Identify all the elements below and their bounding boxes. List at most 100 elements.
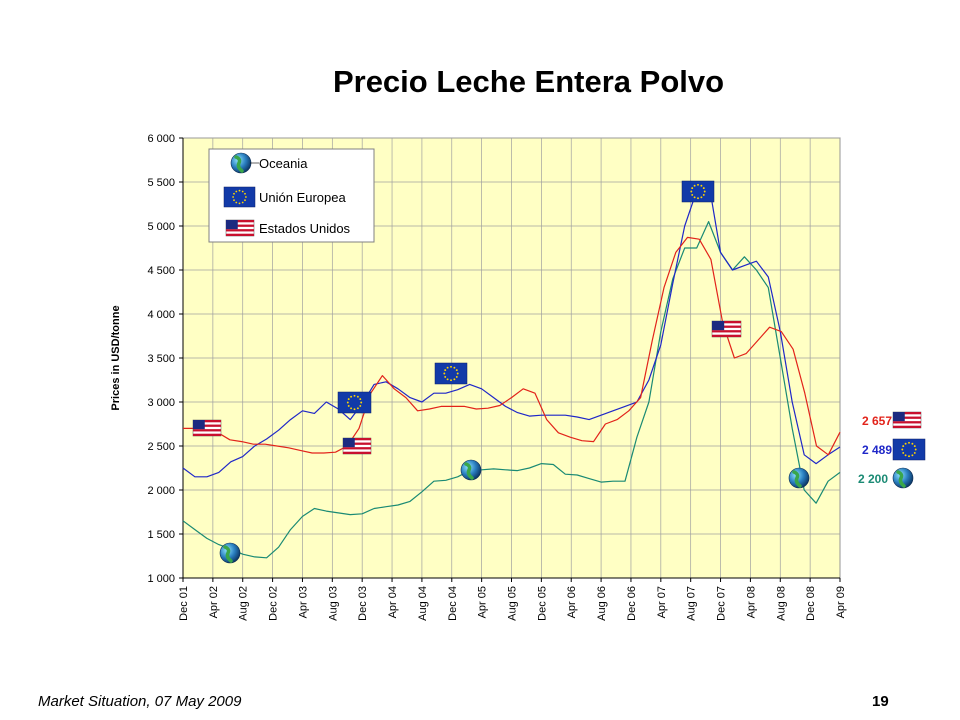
x-tick-label: Apr 05	[477, 586, 489, 618]
eu-star	[700, 184, 703, 187]
globe-land	[234, 155, 244, 173]
eu-flag-field	[337, 391, 372, 414]
eu-star	[453, 366, 456, 369]
page-number: 19	[872, 693, 889, 710]
x-tick-label: Apr 04	[387, 586, 399, 618]
eu-flag-field	[223, 186, 256, 208]
eu-star	[350, 395, 353, 398]
eu-star	[350, 407, 353, 410]
y-axis-label: Prices in USD/tonne	[110, 305, 122, 410]
us-flag-icon	[711, 320, 742, 338]
eu-star	[443, 372, 446, 375]
eu-star	[232, 196, 235, 198]
eu-star	[241, 190, 244, 193]
x-tick-label: Dec 08	[805, 586, 817, 621]
us-flag-stripe	[343, 447, 371, 450]
us-flag-icon	[892, 411, 922, 429]
x-tick-label: Dec 03	[357, 586, 369, 621]
eu-flag-field	[434, 362, 468, 385]
globe-icon	[230, 152, 252, 174]
globe-land	[223, 545, 233, 563]
x-tick-label: Aug 08	[775, 586, 787, 621]
us-flag-stripe	[226, 220, 254, 223]
eu-star	[455, 375, 458, 378]
us-flag-icon	[225, 219, 255, 237]
x-tick-label: Aug 05	[507, 586, 519, 621]
eu-star	[901, 448, 904, 451]
eu-star	[902, 451, 905, 454]
legend-label-us: Estados Unidos	[259, 221, 351, 236]
us-flag-stripe	[712, 330, 741, 333]
eu-star	[446, 366, 449, 369]
us-flag-stripe	[343, 451, 371, 454]
eu-star	[904, 454, 907, 457]
us-flag-icon	[342, 437, 372, 455]
eu-star	[693, 184, 696, 187]
us-flag-stripe	[712, 321, 741, 324]
x-tick-label: Apr 03	[297, 586, 309, 618]
y-tick-label: 1 500	[147, 529, 175, 541]
eu-star	[238, 189, 241, 192]
us-flag-stripe	[343, 438, 371, 441]
end-label-us: 2 657	[862, 414, 892, 428]
eu-star	[233, 192, 235, 195]
y-tick-label: 4 500	[147, 265, 175, 277]
globe-icon	[892, 467, 914, 489]
us-flag-stripe	[193, 429, 221, 432]
eu-star	[235, 201, 238, 204]
eu-star	[693, 196, 696, 199]
eu-star	[691, 187, 694, 190]
us-flag-stripe	[226, 229, 254, 232]
us-flag-stripe	[893, 421, 921, 424]
y-tick-label: 5 500	[147, 177, 175, 189]
x-tick-label: Aug 04	[417, 586, 429, 621]
x-tick-label: Aug 03	[327, 586, 339, 621]
legend-label-eu: Unión Europea	[259, 190, 346, 205]
legend: Oceania Unión Europea Estados Unidos	[208, 148, 375, 243]
eu-star	[235, 190, 238, 193]
end-label-oceania: 2 200	[858, 472, 888, 486]
eu-flag-field	[892, 438, 926, 461]
us-flag-stripe	[193, 420, 221, 423]
eu-star	[911, 442, 914, 445]
y-tick-label: 3 000	[147, 397, 175, 409]
x-tick-label: Aug 07	[686, 586, 698, 621]
eu-flag-icon	[223, 186, 256, 208]
eu-star	[456, 372, 459, 375]
eu-star	[913, 451, 916, 454]
eu-star	[702, 187, 705, 190]
x-tick-label: Dec 06	[626, 586, 638, 621]
us-flag-stripe	[712, 325, 741, 328]
us-flag-stripe	[893, 425, 921, 428]
x-tick-label: Dec 04	[447, 586, 459, 621]
series-lines	[182, 181, 841, 559]
us-flag-stripe	[893, 416, 921, 419]
eu-star	[908, 441, 910, 444]
globe-land	[464, 462, 474, 480]
eu-flag-icon	[681, 180, 715, 203]
eu-star	[904, 442, 907, 445]
y-axis: 1 000 1 500 2 000 2 500 3 000 3 500 4 000 4 500…	[147, 133, 184, 585]
eu-flag-icon	[337, 391, 372, 414]
x-tick-label: Aug 02	[238, 586, 250, 621]
y-tick-label: 3 500	[147, 353, 175, 365]
x-tick-label: Dec 02	[268, 586, 280, 621]
footer-source: Market Situation, 07 May 2009	[38, 693, 242, 710]
x-tick-label: Apr 08	[745, 586, 757, 618]
eu-star	[347, 404, 350, 407]
y-tick-label: 6 000	[147, 133, 175, 145]
us-flag-canton	[226, 220, 238, 230]
globe-icon	[460, 459, 482, 481]
eu-star	[908, 455, 910, 458]
eu-star	[703, 190, 706, 193]
eu-star	[455, 369, 458, 372]
us-flag-stripe	[712, 334, 741, 337]
us-flag-canton	[712, 321, 725, 331]
eu-star	[453, 378, 456, 381]
eu-star	[702, 193, 705, 196]
eu-star	[245, 196, 247, 198]
x-tick-label: Apr 07	[656, 586, 668, 618]
eu-star	[244, 192, 246, 195]
us-flag-canton	[193, 420, 205, 430]
